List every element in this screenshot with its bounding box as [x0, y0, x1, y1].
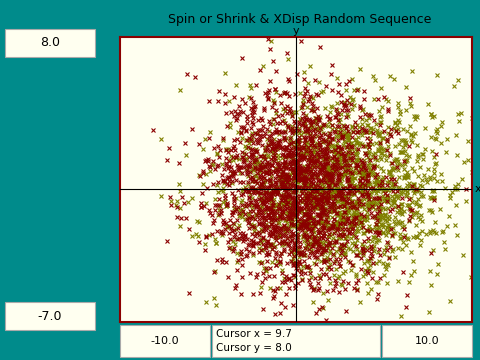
Text: Spin or Shrink & XDisp Random Sequence: Spin or Shrink & XDisp Random Sequence [168, 13, 432, 27]
Text: y: y [293, 26, 300, 36]
Text: Cursor x = 9.7: Cursor x = 9.7 [216, 329, 292, 339]
Text: Cursor y = 8.0: Cursor y = 8.0 [216, 343, 292, 353]
Text: 10.0: 10.0 [415, 336, 439, 346]
Text: -10.0: -10.0 [151, 336, 180, 346]
Text: -7.0: -7.0 [38, 310, 62, 323]
Text: x: x [475, 184, 480, 194]
Text: 8.0: 8.0 [40, 36, 60, 49]
